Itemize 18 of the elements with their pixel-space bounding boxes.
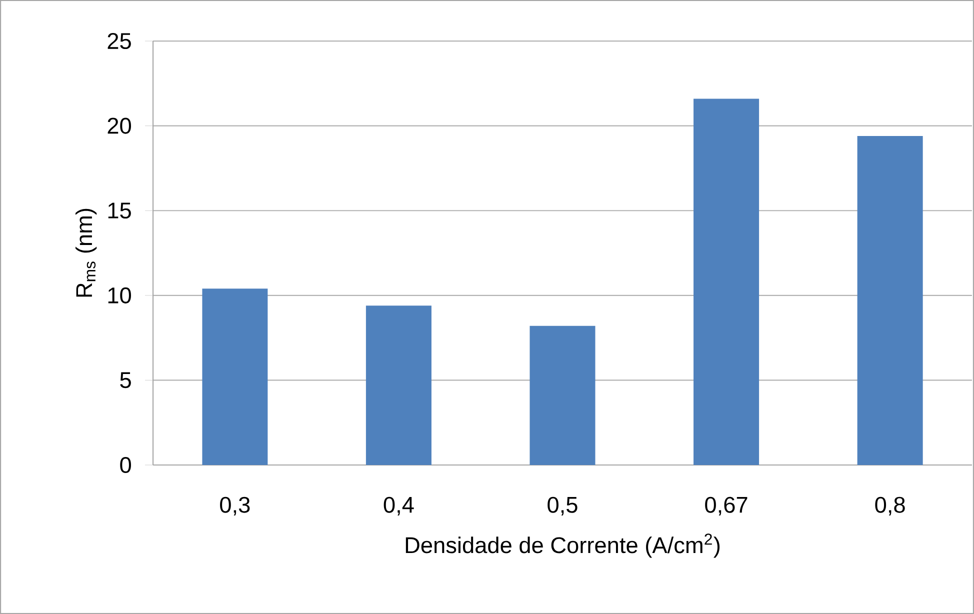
x-tick-label: 0,5 <box>548 496 578 516</box>
x-axis-title: Densidade de Corrente (A/cm$^{2}$) <box>406 534 720 558</box>
bar <box>857 136 923 465</box>
x-tick-label: 0,4 <box>384 496 414 516</box>
x-tick-label: 0,8 <box>875 496 905 516</box>
bar <box>694 98 760 465</box>
x-tick-label: 0,3 <box>220 496 250 516</box>
x-tick-label: 0,67 <box>705 496 748 516</box>
y-tick-label: 25 <box>108 33 131 50</box>
bar <box>366 306 432 465</box>
y-axis-title: R$_{ms}$ (nm) <box>76 208 97 297</box>
y-tick-label: 10 <box>108 287 131 304</box>
y-tick-label: 0 <box>120 456 131 474</box>
bar <box>530 326 596 465</box>
y-tick-label: 15 <box>108 202 131 219</box>
y-tick-label: 5 <box>120 372 131 388</box>
y-tick-label: 20 <box>108 118 131 134</box>
bar <box>202 288 268 465</box>
